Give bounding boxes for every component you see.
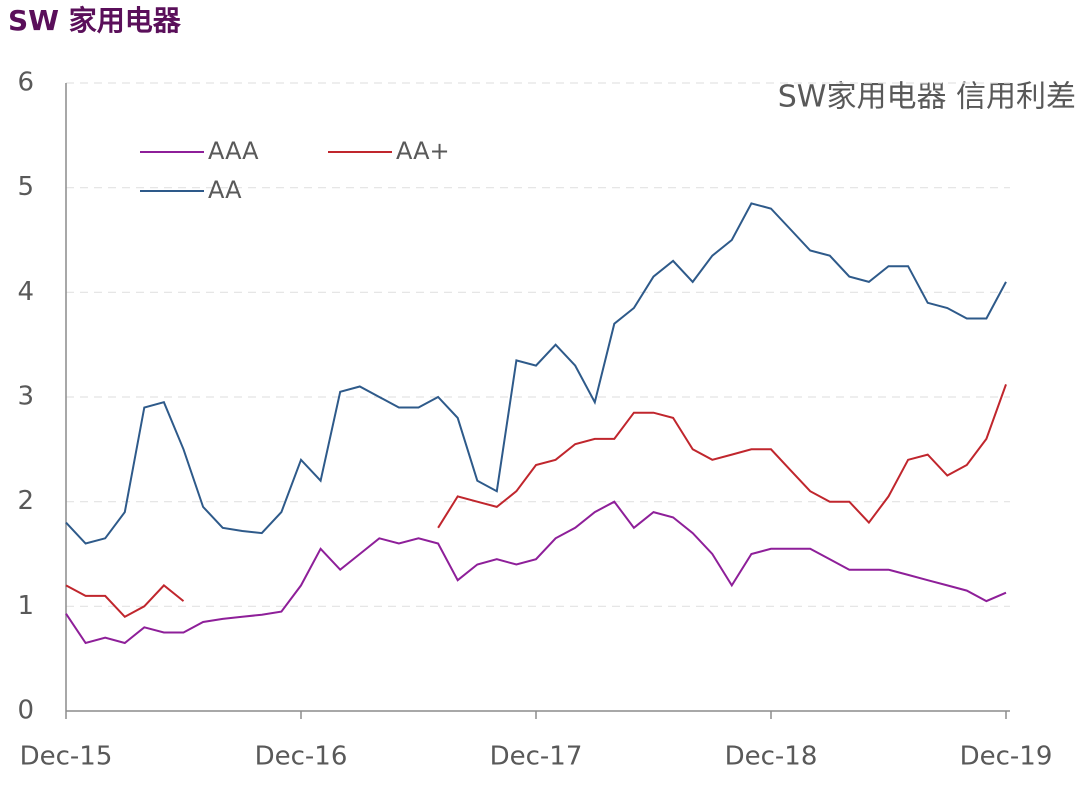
series-line	[65, 202, 1007, 545]
x-tick-label: Dec-17	[490, 742, 583, 772]
x-tick-label: Dec-15	[20, 742, 113, 772]
chart-title: SW 家用电器	[8, 4, 182, 37]
series-line	[65, 384, 1007, 619]
y-tick-label: 4	[17, 277, 34, 307]
legend-label: AAA	[208, 137, 259, 165]
x-tick-label: Dec-16	[255, 742, 348, 772]
x-tick-label: Dec-18	[725, 742, 818, 772]
y-tick-label: 1	[17, 591, 34, 621]
annotation: SW家用电器 信用利差	[778, 80, 1076, 115]
legend-label: AA+	[396, 137, 450, 165]
x-tick-label: Dec-19	[960, 742, 1053, 772]
y-tick-label: 6	[17, 68, 34, 98]
y-tick-label: 2	[17, 486, 34, 516]
series-line	[65, 500, 1007, 645]
y-tick-label: 0	[17, 696, 34, 726]
legend-label: AA	[208, 176, 242, 204]
y-tick-label: 5	[17, 172, 34, 202]
y-tick-label: 3	[17, 382, 34, 412]
